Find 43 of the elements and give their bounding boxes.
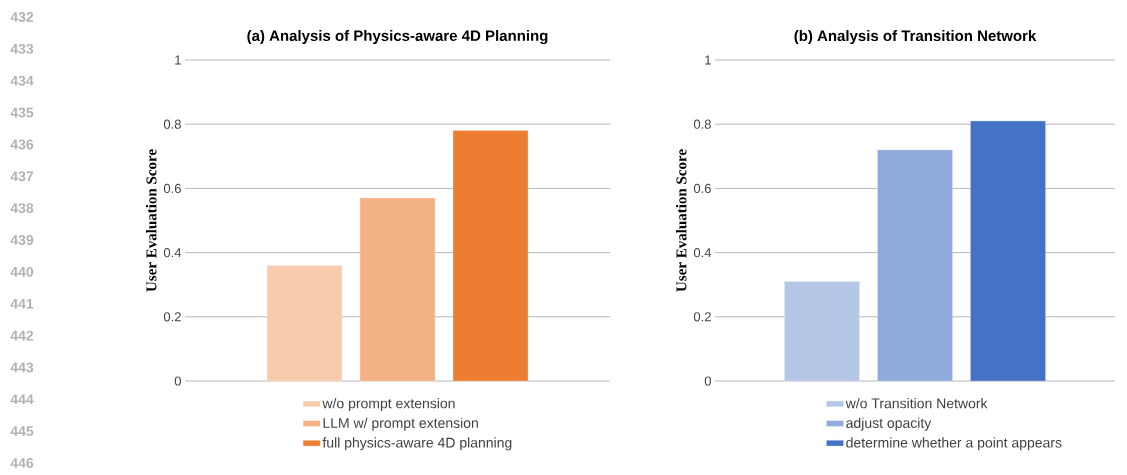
y-tick-label: 1: [175, 55, 181, 65]
legend-label: determine whether a point appears: [846, 437, 1062, 451]
text: 441: [10, 298, 34, 309]
text: 443: [10, 362, 34, 373]
text: 437: [10, 171, 34, 182]
y-axis-title: User Evaluation Score: [675, 149, 687, 292]
legend-label: adjust opacity: [846, 417, 932, 431]
text: 439: [10, 235, 34, 245]
text: 434: [10, 75, 34, 86]
y-tick-label: 0.2: [163, 312, 181, 322]
legend-label: LLM w/ prompt extension: [323, 417, 478, 431]
y-tick-label: 0.6: [693, 183, 711, 193]
y-tick-label: 0.6: [163, 183, 181, 193]
y-tick-label: 0.2: [693, 312, 711, 322]
text: 432: [10, 12, 34, 22]
chart-title: (a) Analysis of Physics-aware 4D Planning: [247, 30, 548, 45]
bar: [359, 197, 436, 382]
chart-title: (b) Analysis of Transition Network: [794, 30, 1037, 45]
bar: [784, 281, 860, 382]
text: 445: [10, 426, 34, 437]
y-tick-label: 0.8: [163, 119, 181, 129]
bar: [877, 149, 953, 382]
y-tick-label: 0.8: [693, 119, 711, 129]
text: 438: [10, 203, 34, 214]
bar: [266, 265, 343, 382]
bar: [970, 120, 1046, 382]
text: 440: [10, 266, 34, 277]
text: 436: [10, 139, 34, 150]
text: 433: [10, 43, 34, 54]
text: 442: [10, 330, 34, 341]
y-axis-title: User Evaluation Score: [145, 149, 157, 292]
legend-label: w/o Transition Network: [845, 398, 988, 409]
bar: [452, 130, 529, 382]
legend-label: w/o prompt extension: [322, 398, 455, 412]
text: 444: [10, 394, 34, 405]
y-tick-label: 1: [705, 55, 711, 65]
legend-label: full physics-aware 4D planning: [322, 437, 512, 451]
text: 446: [10, 458, 34, 468]
y-tick-label: 0: [704, 376, 711, 386]
y-tick-label: 0: [174, 376, 181, 386]
y-tick-label: 0.4: [163, 248, 182, 258]
text: 435: [10, 107, 34, 118]
y-tick-label: 0.4: [693, 248, 712, 258]
